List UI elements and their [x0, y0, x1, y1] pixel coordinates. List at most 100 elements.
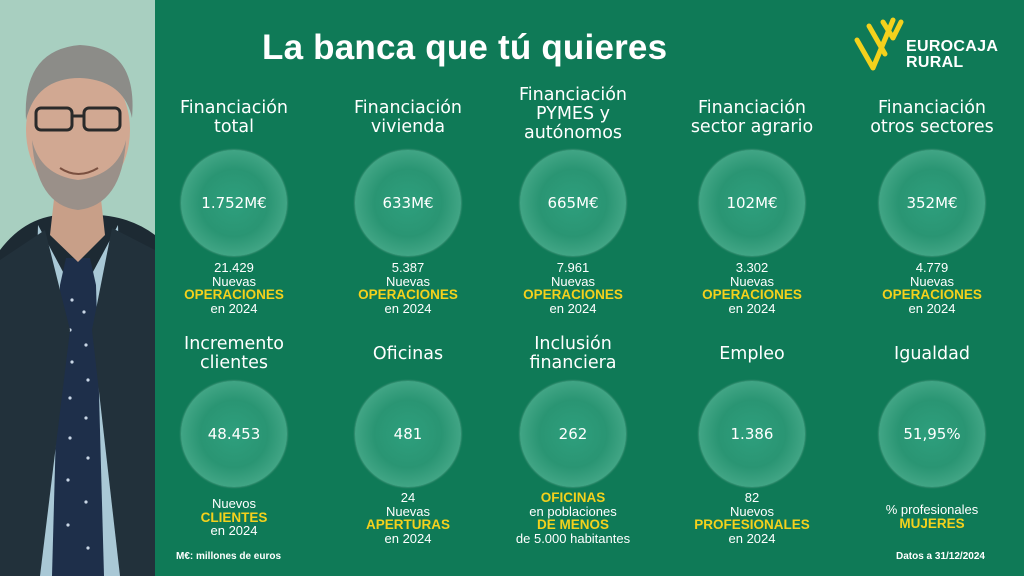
metric-label-line: autónomos	[523, 123, 623, 143]
detail-highlight: OPERACIONES	[184, 287, 284, 302]
metric-label-line: Empleo	[719, 344, 785, 364]
metric-detail: 21.429 Nuevas OPERACIONES en 2024	[149, 261, 319, 315]
detail-highlight: CLIENTES	[200, 509, 268, 525]
detail-line: 24	[400, 490, 416, 505]
metric-detail: % profesionales MUJERES	[847, 503, 1017, 530]
page-title: La banca que tú quieres	[262, 28, 668, 67]
detail-line: % profesionales	[885, 502, 979, 517]
metric-label: Empleo	[667, 345, 837, 364]
metric-label-line: sector agrario	[690, 117, 814, 137]
eurocaja-rural-logo-icon	[854, 17, 904, 71]
detail-line: Nuevas	[385, 503, 431, 519]
metric-label-line: Financiación	[518, 85, 628, 105]
footnote-date: Datos a 31/12/2024	[896, 551, 985, 562]
metric-detail: 5.387 Nuevas OPERACIONES en 2024	[323, 261, 493, 315]
detail-line: Nuevas	[909, 273, 955, 289]
metric-label: Igualdad	[847, 345, 1017, 364]
metric-circle: 1.752M€	[181, 150, 287, 256]
metric-label-line: Inclusión	[534, 334, 612, 354]
detail-highlight: OPERACIONES	[882, 287, 982, 302]
metric-label: Financiación vivienda	[323, 99, 493, 137]
metric-value: 1.752M€	[201, 194, 267, 212]
detail-highlight: MUJERES	[899, 515, 965, 531]
detail-line: en 2024	[549, 300, 597, 316]
metric-value: 51,95%	[903, 425, 961, 443]
detail-line: en 2024	[210, 300, 258, 316]
detail-line: Nuevas	[385, 273, 431, 289]
detail-line: en 2024	[728, 530, 776, 546]
metric-label: Oficinas	[323, 345, 493, 364]
brand-line-1: EUROCAJA	[906, 38, 999, 55]
metric-value: 102M€	[726, 194, 778, 212]
brand-line-2: RURAL	[906, 54, 964, 71]
detail-line: en 2024	[908, 300, 956, 316]
metric-label-line: total	[213, 117, 255, 137]
businessman-photo	[0, 0, 155, 576]
detail-highlight: OPERACIONES	[523, 287, 623, 302]
detail-line: en poblaciones	[529, 503, 617, 519]
metric-label: Financiación otros sectores	[847, 99, 1017, 137]
metric-circle: 102M€	[699, 150, 805, 256]
metric-detail: OFICINAS en poblaciones DE MENOS de 5.000 h…	[488, 491, 658, 545]
metric-circle: 48.453	[181, 381, 287, 487]
detail-line: Nuevos	[211, 496, 257, 511]
metric-detail: 4.779 Nuevas OPERACIONES en 2024	[847, 261, 1017, 315]
metric-label-line: clientes	[200, 353, 268, 373]
metric-circle: 352M€	[879, 150, 985, 256]
metric-value: 633M€	[382, 194, 434, 212]
detail-count: 4.779	[915, 260, 949, 275]
metric-circle: 1.386	[699, 381, 805, 487]
metric-circle: 51,95%	[879, 381, 985, 487]
footnote-units: M€: millones de euros	[176, 551, 282, 562]
metric-label-line: Financiación	[353, 98, 463, 118]
metric-circle: 633M€	[355, 150, 461, 256]
metric-label: Financiación PYMES y autónomos	[488, 86, 658, 143]
detail-count: 7.961	[556, 260, 590, 275]
detail-highlight: OPERACIONES	[358, 287, 458, 302]
detail-highlight: OPERACIONES	[702, 287, 802, 302]
metric-value: 665M€	[547, 194, 599, 212]
metric-value: 481	[393, 425, 423, 443]
metric-label-line: Incremento	[184, 334, 284, 354]
detail-count: 3.302	[735, 260, 769, 275]
detail-line: Nuevas	[211, 273, 257, 289]
metric-label-line: Financiación	[697, 98, 807, 118]
detail-line: en 2024	[384, 530, 432, 546]
metric-detail: 7.961 Nuevas OPERACIONES en 2024	[488, 261, 658, 315]
metric-value: 48.453	[207, 425, 261, 443]
metric-circle: 262	[520, 381, 626, 487]
detail-line: en 2024	[384, 300, 432, 316]
metric-detail: 24 Nuevas APERTURAS en 2024	[323, 491, 493, 545]
detail-line: en 2024	[210, 523, 258, 538]
detail-highlight: APERTURAS	[365, 517, 450, 532]
detail-count: 21.429	[214, 260, 254, 275]
metric-value: 352M€	[906, 194, 958, 212]
metric-label-line: vivienda	[370, 117, 446, 137]
metric-label-line: otros sectores	[870, 117, 994, 137]
detail-line: Nuevas	[729, 273, 775, 289]
metric-circle: 481	[355, 381, 461, 487]
metric-label-line: Oficinas	[372, 344, 444, 364]
detail-line: de 5.000 habitantes	[515, 530, 631, 546]
detail-line: en 2024	[728, 300, 776, 316]
metric-label-line: Financiación	[877, 98, 987, 118]
detail-count: 5.387	[391, 260, 425, 275]
metric-label-line: PYMES y	[535, 104, 611, 124]
metric-detail: 3.302 Nuevas OPERACIONES en 2024	[667, 261, 837, 315]
metric-circle: 665M€	[520, 150, 626, 256]
metric-label: Incremento clientes	[149, 335, 319, 373]
detail-line: 82	[744, 490, 760, 505]
metric-label-line: Financiación	[179, 98, 289, 118]
metric-label: Inclusión financiera	[488, 335, 658, 373]
metric-label-line: Igualdad	[894, 344, 970, 364]
metric-detail: 82 Nuevos PROFESIONALES en 2024	[667, 491, 837, 545]
metric-label-line: financiera	[529, 353, 617, 373]
detail-highlight: DE MENOS	[536, 517, 609, 532]
detail-line: Nuevas	[550, 273, 596, 289]
detail-line: Nuevos	[729, 503, 775, 519]
detail-highlight: OFICINAS	[540, 490, 606, 505]
metric-label: Financiación total	[149, 99, 319, 137]
metric-value: 262	[558, 425, 588, 443]
detail-highlight: PROFESIONALES	[694, 517, 810, 532]
metric-label: Financiación sector agrario	[667, 99, 837, 137]
